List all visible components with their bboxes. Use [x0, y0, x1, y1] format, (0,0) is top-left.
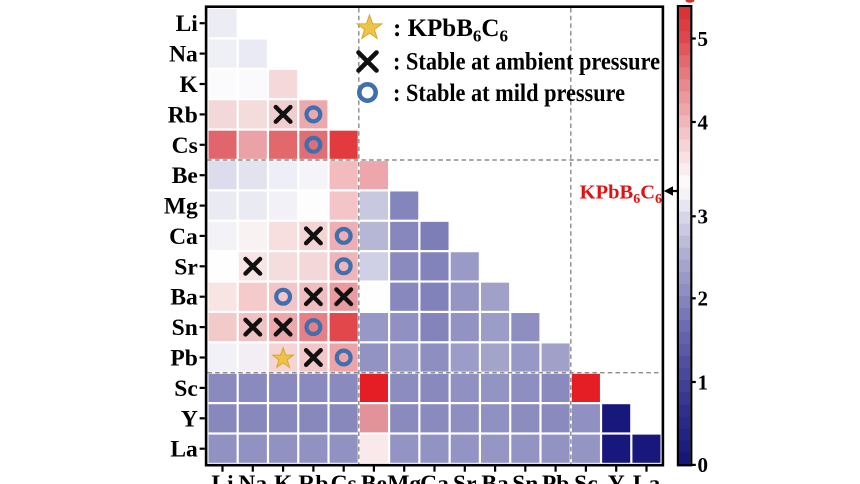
svg-text:Ca: Ca [420, 471, 449, 484]
svg-text:2: 2 [698, 287, 709, 311]
svg-text:Cs: Cs [172, 133, 198, 159]
svg-text:Ca: Ca [169, 224, 198, 250]
svg-text:Pb: Pb [170, 346, 197, 372]
svg-text:Mg: Mg [164, 194, 198, 220]
svg-text:Be: Be [172, 163, 198, 189]
svg-text:: Stable at mild pressure: : Stable at mild pressure [393, 80, 625, 107]
svg-text:Sr: Sr [174, 254, 198, 280]
svg-text:5: 5 [698, 27, 709, 51]
svg-text:Sc: Sc [574, 471, 598, 484]
svg-text:La: La [633, 471, 661, 484]
svg-text:Mg: Mg [387, 471, 421, 484]
svg-text:Cs: Cs [331, 471, 357, 484]
svg-text:K: K [180, 72, 199, 98]
svg-text:K: K [274, 471, 293, 484]
svg-text:KPbB6C6: KPbB6C6 [580, 182, 662, 208]
svg-text:La: La [170, 437, 198, 463]
svg-text:Na: Na [169, 42, 198, 68]
svg-text:Sr: Sr [453, 471, 477, 484]
svg-text:1: 1 [698, 370, 709, 394]
svg-text:Ba: Ba [481, 471, 509, 484]
svg-text:Li: Li [176, 11, 199, 37]
svg-text:Sc: Sc [174, 376, 198, 402]
svg-text:0: 0 [698, 453, 709, 477]
svg-text:Sn: Sn [512, 471, 538, 484]
svg-text:: KPbB6C6: : KPbB6C6 [393, 15, 508, 46]
svg-text:Y: Y [181, 406, 198, 432]
svg-text:: Stable at ambient pressure: : Stable at ambient pressure [393, 49, 660, 76]
svg-text:Rb: Rb [298, 471, 328, 484]
svg-text:Ba: Ba [170, 285, 198, 311]
svg-text:Na: Na [238, 471, 267, 484]
svg-text:4: 4 [698, 110, 709, 134]
svg-text:Be: Be [361, 471, 387, 484]
svg-text:Li: Li [211, 471, 234, 484]
svg-text:Pb: Pb [542, 471, 569, 484]
svg-text:3: 3 [698, 205, 709, 229]
svg-text:Rb: Rb [168, 102, 198, 128]
svg-text:Y: Y [608, 471, 625, 484]
svg-text:Sn: Sn [172, 315, 198, 341]
